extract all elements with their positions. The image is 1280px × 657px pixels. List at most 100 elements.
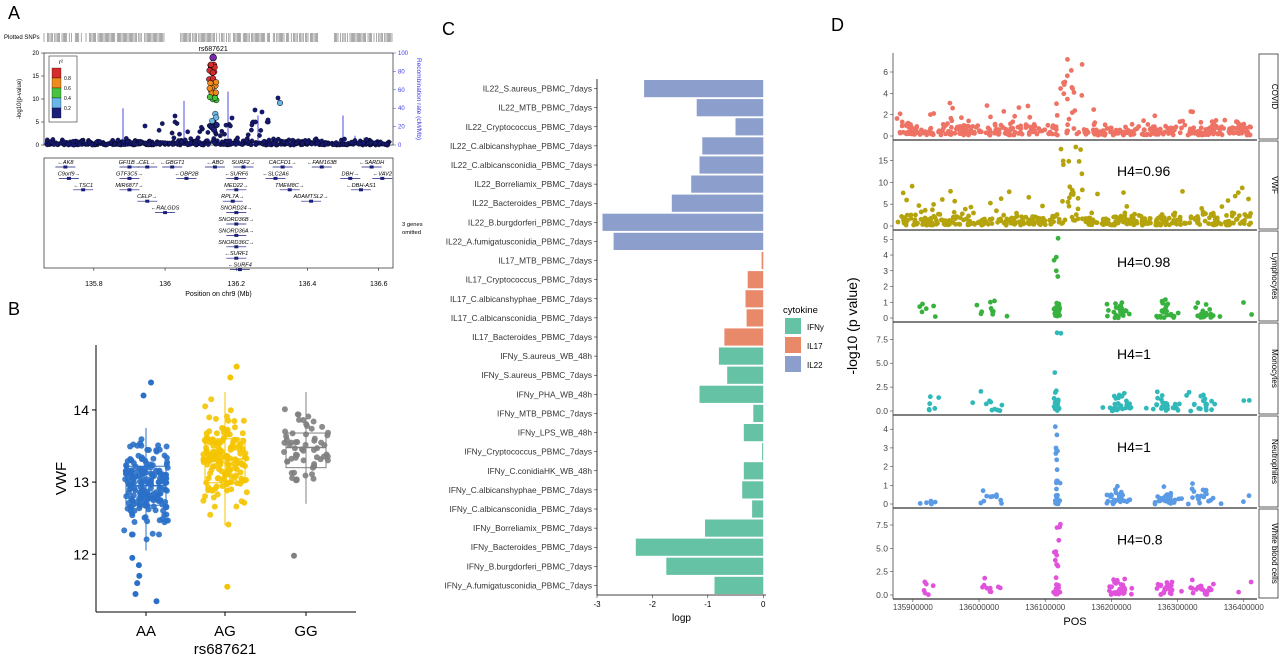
facet-point (1155, 494, 1161, 499)
lead-snp-point (209, 53, 217, 62)
facet-point (1248, 211, 1253, 216)
gene-exon (234, 222, 239, 226)
gene-label: ←GBGT1 (160, 160, 185, 166)
facet-point (1001, 212, 1007, 218)
facet-point (1073, 212, 1079, 218)
facet-point (1065, 199, 1071, 205)
facet-point (1075, 216, 1081, 222)
facet-point (1197, 500, 1202, 506)
outlier-point (224, 583, 231, 590)
facet-point (1112, 401, 1118, 407)
facet-point (1040, 215, 1046, 221)
facet-point (948, 188, 953, 194)
jitter-point (227, 444, 234, 451)
x-tick-label: -1 (704, 600, 712, 609)
facet-point (1072, 108, 1078, 113)
facet-point (1169, 587, 1175, 593)
facet-point (1180, 189, 1185, 194)
facet-point (920, 222, 925, 227)
facet-point (1124, 204, 1130, 209)
facet-point (1182, 122, 1188, 128)
facet-point (1018, 123, 1024, 129)
facet-point (1164, 312, 1170, 318)
facet-point (1026, 194, 1032, 200)
facet-point (996, 132, 1001, 137)
facet-point (1047, 129, 1053, 135)
facet-point (1054, 405, 1059, 411)
snp-point (224, 138, 230, 144)
jitter-point (131, 507, 138, 514)
y2-tick-label: 100 (398, 51, 409, 57)
jitter-point (159, 475, 166, 482)
jitter-point (156, 467, 163, 474)
facet-point (1179, 496, 1184, 501)
r2-legend-title: r² (59, 60, 63, 66)
jitter-point (127, 484, 134, 491)
facet-point (998, 196, 1004, 202)
facet-point (1114, 577, 1120, 583)
r2-legend-label: 0.4 (64, 96, 71, 102)
facet-point (1191, 489, 1197, 494)
snp-point (349, 140, 355, 146)
y2-tick-label: 0 (398, 143, 402, 149)
jitter-point (138, 436, 145, 443)
facet-point (1055, 401, 1060, 407)
jitter-point (241, 454, 248, 461)
ld-snp-point (276, 99, 284, 107)
facet-point (984, 493, 990, 499)
facet-point (1025, 103, 1031, 109)
snp-point (245, 132, 251, 138)
facet-point (1248, 579, 1254, 585)
facet-point (1188, 214, 1194, 220)
facet-point (1067, 184, 1073, 190)
facet-point (1154, 402, 1159, 407)
facet-point (1195, 313, 1201, 319)
jitter-point (300, 417, 307, 423)
facet-point (1129, 591, 1134, 597)
facet-point (922, 207, 928, 213)
facet-point (1113, 305, 1119, 310)
facet-point (914, 124, 920, 129)
snp-point (364, 137, 369, 142)
x-axis-label: POS (1063, 616, 1086, 628)
jitter-point (289, 430, 296, 437)
jitter-point (122, 476, 129, 483)
facet-point (1083, 129, 1088, 135)
facet-strip-label: White blood cells (1270, 523, 1279, 583)
facet-strip-label: VWF (1270, 176, 1279, 194)
jitter-point (313, 454, 320, 461)
facet-point (1016, 219, 1022, 225)
snp-point (315, 140, 321, 146)
jitter-point (144, 446, 151, 453)
jitter-point (237, 469, 244, 476)
x-tick-label: 136000000 (959, 603, 1000, 612)
facet-point (1222, 117, 1228, 123)
x-tick-label: 135900000 (893, 603, 934, 612)
facet-point (1113, 591, 1119, 597)
bar (699, 385, 764, 403)
facet-point (1202, 218, 1208, 224)
jitter-point (200, 497, 207, 504)
jitter-point (131, 519, 138, 525)
y-axis-label: -log10 (p value) (844, 277, 860, 374)
gene-exon (127, 188, 132, 192)
bar-category-label: IFNy_S.aureus_PBMC_7days (481, 370, 592, 380)
facet-point (1027, 114, 1033, 120)
gene-label: CACFD1→ (269, 160, 297, 166)
bar (746, 309, 764, 327)
x-axis-label: Position on chr9 (Mb) (185, 291, 252, 298)
bar-category-label: IFNy_B.burgdorferi_PBMC_7days (467, 561, 592, 571)
facet-point (1235, 190, 1241, 196)
gene-exon (66, 176, 71, 180)
snp-point (265, 117, 271, 123)
jitter-point (150, 503, 157, 510)
r2-legend-label: 0.2 (64, 106, 71, 112)
bar-category-label: IFNy_MTB_PBMC_7days (497, 408, 592, 418)
jitter-point (140, 486, 147, 493)
facet-point (919, 127, 924, 133)
x-tick-label: GG (294, 623, 317, 640)
gene-exon (358, 188, 363, 192)
facet-point (1066, 203, 1072, 209)
facet-point (1075, 195, 1081, 201)
bar (696, 99, 764, 117)
